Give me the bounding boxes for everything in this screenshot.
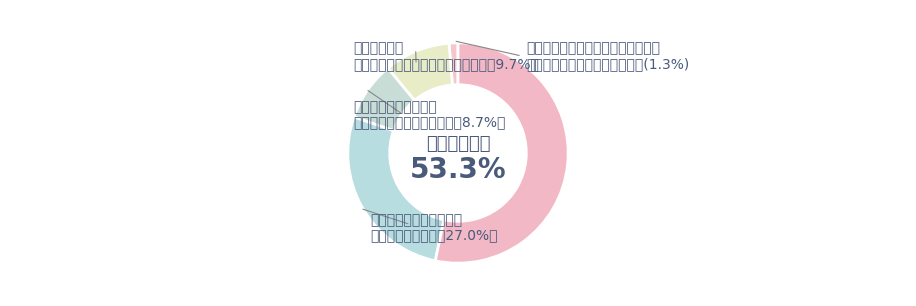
Text: 活動したいが: 活動したいが: [354, 41, 404, 55]
Wedge shape: [387, 43, 453, 100]
Text: 現在は活動していないが: 現在は活動していないが: [370, 213, 462, 227]
Wedge shape: [348, 117, 444, 261]
Wedge shape: [435, 43, 568, 263]
Text: 53.3%: 53.3%: [409, 155, 507, 184]
Text: 知らない（聞いたことがない）(1.3%): 知らない（聞いたことがない）(1.3%): [527, 57, 690, 71]
Text: どのようにしたら良いかわからない（9.7%）: どのようにしたら良いかわからない（9.7%）: [354, 57, 540, 71]
Text: 「働き方改革」がどのようなものか: 「働き方改革」がどのようなものか: [527, 41, 660, 55]
Wedge shape: [449, 43, 458, 85]
Wedge shape: [354, 68, 414, 131]
Text: 今後活動する予定（27.0%）: 今後活動する予定（27.0%）: [370, 229, 497, 243]
Text: 活動している: 活動している: [426, 135, 490, 153]
Text: 現在は活動しておらず: 現在は活動しておらず: [354, 100, 437, 114]
Text: 今後も活動する予定はない（8.7%）: 今後も活動する予定はない（8.7%）: [354, 115, 506, 129]
